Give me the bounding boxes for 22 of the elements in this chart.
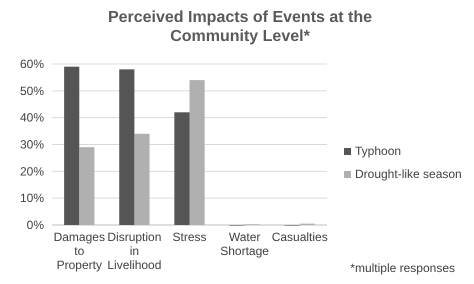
- bar: [190, 80, 205, 225]
- y-tick-label: 60%: [20, 57, 44, 71]
- chart-title: Perceived Impacts of Events at the Community Level*: [108, 9, 372, 45]
- y-tick-label: 20%: [20, 164, 44, 178]
- x-tick-label: Stress: [172, 230, 207, 244]
- x-tick-label: Disruption in Livelihood: [107, 230, 162, 272]
- bar: [64, 66, 80, 225]
- text: *multiple responses: [350, 261, 455, 275]
- bar: [79, 147, 94, 225]
- x-tick-label: Casualties: [272, 230, 328, 244]
- y-tick-label: 40%: [20, 110, 44, 125]
- y-tick-label: 30%: [20, 138, 44, 152]
- y-tick-label: 50%: [20, 84, 44, 98]
- x-tick-label: Damages to Property: [54, 230, 105, 272]
- bar: [119, 69, 134, 225]
- bar: [174, 112, 190, 225]
- legend-label: Drought-like season: [355, 167, 462, 181]
- y-tick-label: 0%: [26, 218, 44, 232]
- x-tick-label: Water Shortage: [220, 230, 270, 258]
- bar: [134, 134, 150, 225]
- y-tick-label: 10%: [20, 191, 44, 206]
- legend-label: Typhoon: [355, 144, 402, 158]
